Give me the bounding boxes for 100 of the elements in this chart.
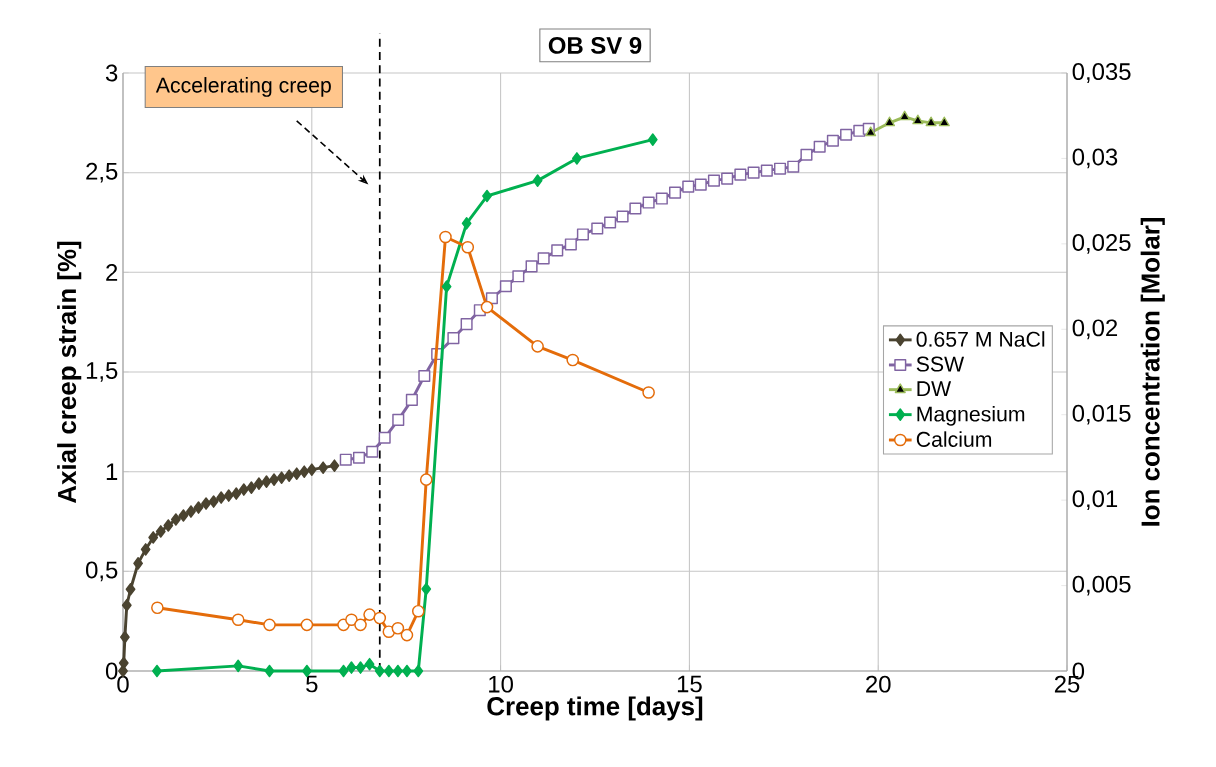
point [193,501,204,514]
point [441,280,452,293]
point [591,222,604,235]
point [299,465,310,478]
point [419,473,433,486]
point [747,166,760,179]
y2-tick-label: 0,01 [1072,490,1118,511]
legend-label: DW [917,381,952,396]
point [152,664,162,678]
point [263,618,276,632]
point [734,168,747,181]
x-tick-label: 15 [677,675,702,693]
point [354,618,367,632]
y2-tick-label: 0,035 [1072,63,1131,83]
y-tick-label: 1,5 [86,362,118,382]
point [400,628,414,642]
point [300,618,314,632]
point [208,495,219,508]
point [525,260,538,273]
point [121,598,132,612]
point [800,148,813,161]
point [655,192,668,205]
x-tick-label: 0 [117,675,129,693]
point [707,174,720,187]
point [512,270,525,283]
annotation: Accelerating creep [155,77,331,97]
point [402,664,412,678]
x-tick-label: 5 [306,675,318,693]
y-tick-label: 2 [106,263,118,281]
point [532,174,543,187]
y2-tick-label: 0,005 [1072,575,1131,596]
y-tick-label: 3 [105,64,118,82]
point [447,332,460,345]
point [163,519,174,532]
point [405,393,418,406]
x-axis-title: Creep time [days] [487,696,703,721]
point [629,202,642,215]
y2-tick-label: 0,02 [1072,319,1118,340]
y2-tick-label: 0,015 [1072,404,1131,425]
x-tick-label: 10 [489,675,513,693]
point [912,114,924,125]
point [291,467,302,480]
point [364,657,375,671]
point [383,664,394,678]
point [306,463,317,476]
point [439,230,452,244]
point [787,160,800,173]
point [564,238,577,251]
y2-tick-label: 0,03 [1072,148,1118,169]
point [840,128,853,141]
point [216,491,227,504]
y-tick-label: 1 [106,463,118,480]
point [140,543,151,556]
point [482,189,492,203]
point [201,497,211,510]
point [269,473,279,486]
point [346,661,357,674]
point [261,475,272,488]
y-tick-label: 0,5 [86,561,118,582]
point [537,252,550,265]
point [133,557,144,570]
point [392,413,405,426]
point [566,353,580,367]
point [391,621,405,635]
point [231,613,245,627]
point [355,661,366,674]
point [721,172,734,185]
point [284,469,295,482]
legend-label: 0.657 M NaCl [916,331,1045,347]
point [899,110,911,121]
point [254,477,264,490]
point [339,453,352,466]
y2-tick-label: 0,025 [1072,233,1131,254]
point [151,601,164,615]
point [148,531,159,544]
point [826,134,839,147]
point [231,487,242,500]
point [125,582,136,596]
y2-axis-title: Ion concentration [Molar] [1140,218,1165,526]
point [571,152,582,165]
point [178,509,189,522]
point [366,445,379,458]
point [392,664,403,678]
point [925,116,937,127]
point [345,613,358,627]
y-axis-title: Axial creep strain [%] [57,241,82,504]
point [318,461,329,474]
point [694,178,707,191]
point [264,664,275,678]
point [669,186,682,199]
point [170,513,181,526]
point [461,240,475,254]
point [682,180,695,193]
x-tick-label: 20 [866,675,891,693]
point [233,659,244,673]
point [155,525,166,538]
point [421,582,432,596]
point [378,431,391,444]
y-tick-label: 0 [105,662,118,680]
point [363,608,376,621]
